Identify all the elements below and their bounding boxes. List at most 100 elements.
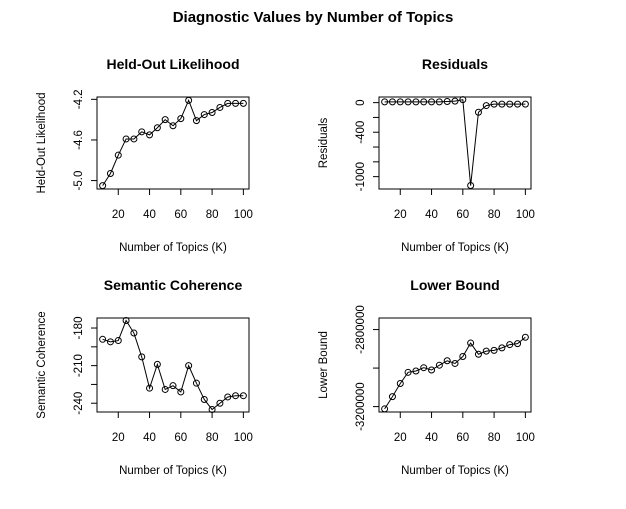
y-axis-label: Held-Out Likelihood bbox=[36, 92, 48, 193]
data-point bbox=[404, 98, 412, 106]
y-tick-label: -210 bbox=[73, 354, 85, 377]
data-point bbox=[122, 135, 130, 143]
data-point bbox=[106, 338, 114, 346]
y-tick-label: -4.2 bbox=[73, 89, 85, 109]
series-line bbox=[102, 99, 244, 186]
main-title: Diagnostic Values by Number of Topics bbox=[173, 9, 454, 26]
data-point bbox=[169, 382, 177, 390]
data-point bbox=[130, 135, 138, 143]
data-point bbox=[443, 98, 451, 106]
data-point bbox=[239, 99, 247, 107]
data-point bbox=[146, 131, 154, 139]
plot-frame bbox=[378, 96, 532, 190]
x-tick-label: 60 bbox=[456, 432, 469, 444]
data-point bbox=[232, 392, 240, 400]
y-tick-label: -5.0 bbox=[73, 171, 85, 191]
data-point bbox=[396, 379, 404, 387]
residuals-panel: Residuals Number of Topics (K) Residuals… bbox=[318, 56, 535, 254]
data-point bbox=[106, 169, 114, 177]
data-point bbox=[169, 122, 177, 130]
x-axis: 20 40 60 80 100 bbox=[394, 188, 535, 221]
y-axis: -240 -210 -180 bbox=[73, 317, 98, 415]
x-tick-label: 100 bbox=[516, 432, 535, 444]
panel-title: Lower Bound bbox=[410, 277, 499, 293]
x-tick-label: 80 bbox=[488, 432, 501, 444]
data-point bbox=[224, 393, 232, 401]
data-point bbox=[388, 393, 396, 401]
data-point bbox=[185, 362, 193, 370]
x-tick-label: 20 bbox=[394, 432, 407, 444]
data-point bbox=[114, 151, 122, 159]
data-point bbox=[467, 339, 475, 347]
data-point bbox=[490, 100, 498, 108]
y-tick-label: -180 bbox=[73, 317, 85, 340]
data-point bbox=[428, 98, 436, 106]
held-out-likelihood-panel: Held-Out Likelihood Number of Topics (K)… bbox=[36, 56, 253, 254]
data-point bbox=[192, 117, 200, 125]
x-tick-label: 40 bbox=[143, 209, 156, 221]
data-point bbox=[474, 350, 482, 358]
data-point bbox=[506, 100, 514, 108]
x-tick-label: 20 bbox=[394, 209, 407, 221]
x-tick-label: 100 bbox=[234, 432, 253, 444]
data-point bbox=[451, 359, 459, 367]
y-axis-label: Lower Bound bbox=[318, 331, 330, 399]
data-point bbox=[99, 335, 107, 343]
y-tick-label: -4.6 bbox=[73, 130, 85, 150]
x-tick-label: 100 bbox=[516, 209, 535, 221]
data-point bbox=[208, 405, 216, 413]
y-axis: -1000 -400 0 bbox=[355, 99, 380, 191]
x-tick-label: 40 bbox=[425, 209, 438, 221]
data-point bbox=[185, 96, 193, 104]
data-point bbox=[435, 361, 443, 369]
data-point bbox=[514, 100, 522, 108]
data-point bbox=[435, 98, 443, 106]
x-axis: 20 40 60 80 100 bbox=[394, 411, 535, 444]
data-point bbox=[161, 385, 169, 393]
x-tick-label: 60 bbox=[174, 432, 187, 444]
y-axis: -5.0 -4.6 -4.2 bbox=[73, 89, 98, 191]
data-point bbox=[138, 353, 146, 361]
lower-bound-panel: Lower Bound Number of Topics (K) Lower B… bbox=[318, 277, 535, 477]
data-point bbox=[381, 405, 389, 413]
x-tick-label: 80 bbox=[206, 432, 219, 444]
x-tick-label: 100 bbox=[234, 209, 253, 221]
x-axis-label: Number of Topics (K) bbox=[119, 465, 227, 477]
y-tick-label: -3200000 bbox=[355, 382, 367, 431]
data-point bbox=[443, 357, 451, 365]
data-point bbox=[404, 368, 412, 376]
data-point bbox=[153, 124, 161, 132]
data-point bbox=[521, 333, 529, 341]
data-point bbox=[396, 98, 404, 106]
data-point bbox=[177, 388, 185, 396]
y-axis-label: Semantic Coherence bbox=[36, 311, 48, 418]
data-point bbox=[388, 98, 396, 106]
data-point bbox=[177, 115, 185, 123]
data-point bbox=[216, 103, 224, 111]
data-point bbox=[506, 341, 514, 349]
data-point bbox=[459, 353, 467, 361]
x-tick-label: 60 bbox=[456, 209, 469, 221]
data-point bbox=[420, 364, 428, 372]
data-point bbox=[428, 366, 436, 374]
plot-frame bbox=[378, 317, 532, 413]
x-tick-label: 20 bbox=[112, 432, 125, 444]
data-point bbox=[412, 98, 420, 106]
data-point bbox=[216, 399, 224, 407]
data-point bbox=[208, 109, 216, 117]
series-line bbox=[384, 99, 526, 186]
series-line bbox=[102, 319, 244, 411]
data-point bbox=[200, 395, 208, 403]
y-tick-label: -1000 bbox=[355, 162, 367, 191]
y-axis: -3200000 -2800000 bbox=[355, 305, 380, 431]
x-tick-label: 20 bbox=[112, 209, 125, 221]
y-tick-label: -2800000 bbox=[355, 305, 367, 354]
data-point bbox=[161, 116, 169, 124]
data-point bbox=[482, 102, 490, 110]
data-point bbox=[467, 182, 475, 190]
panel-title: Residuals bbox=[422, 56, 488, 72]
data-point bbox=[498, 344, 506, 352]
x-axis-label: Number of Topics (K) bbox=[401, 242, 509, 254]
x-axis-label: Number of Topics (K) bbox=[401, 465, 509, 477]
